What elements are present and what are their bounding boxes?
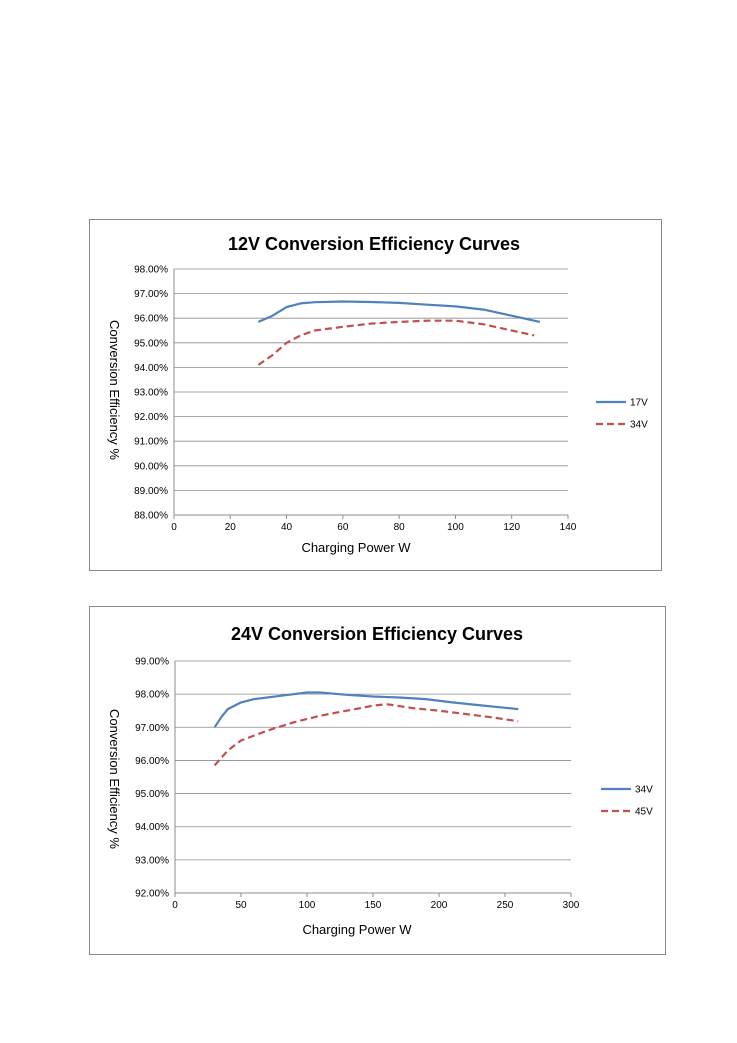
- plot-area: 88.00% 89.00% 90.00% 91.00% 92.00% 93.00% 94.0…: [134, 265, 648, 534]
- y-tick-label: 99.00%: [135, 657, 169, 668]
- y-tick-label: 98.00%: [134, 265, 168, 276]
- y-tick-label: 94.00%: [134, 363, 168, 374]
- y-tick-label: 96.00%: [134, 314, 168, 325]
- x-tick-label: 0: [171, 522, 177, 533]
- x-tick-label: 250: [497, 900, 514, 911]
- y-tick-label: 97.00%: [134, 289, 168, 300]
- x-tick-label: 300: [563, 900, 580, 911]
- x-tick-label: 200: [431, 900, 448, 911]
- plot-area: 92.00% 93.00% 94.00% 95.00% 96.00% 97.00% 98.0…: [135, 657, 653, 912]
- x-tick-label: 100: [299, 900, 316, 911]
- chart-12v-svg: 12V Conversion Efficiency Curves Chargin…: [107, 234, 648, 555]
- y-tick-label: 97.00%: [135, 723, 169, 734]
- y-tick-label: 94.00%: [135, 822, 169, 833]
- chart-24v-svg: 24V Conversion Efficiency Curves Chargin…: [107, 624, 653, 937]
- y-tick-label: 93.00%: [135, 855, 169, 866]
- x-tick-label: 40: [281, 522, 293, 533]
- y-tick-label: 90.00%: [134, 461, 168, 472]
- x-tick-label: 100: [447, 522, 464, 533]
- legend-label: 34V: [630, 420, 648, 431]
- y-axis-label: Conversion Efficiency %: [107, 709, 122, 849]
- series-line-34v: [213, 691, 519, 728]
- y-tick-label: 92.00%: [134, 412, 168, 423]
- y-tick-label: 98.00%: [135, 690, 169, 701]
- y-tick-label: 88.00%: [134, 511, 168, 522]
- legend-label: 17V: [630, 398, 648, 409]
- x-axis-label: Charging Power W: [302, 922, 412, 937]
- x-tick-label: 0: [172, 900, 178, 911]
- x-axis-label: Charging Power W: [301, 540, 411, 555]
- chart-title: 12V Conversion Efficiency Curves: [228, 234, 520, 254]
- y-tick-label: 95.00%: [134, 338, 168, 349]
- y-axis-label: Conversion Efficiency %: [107, 320, 122, 460]
- x-tick-label: 140: [560, 522, 577, 533]
- x-tick-label: 20: [225, 522, 237, 533]
- y-tick-label: 96.00%: [135, 756, 169, 767]
- x-tick-label: 120: [503, 522, 520, 533]
- series-line-34v: [257, 319, 535, 366]
- legend-label: 45V: [635, 807, 653, 818]
- x-tick-label: 150: [365, 900, 382, 911]
- chart-24v-efficiency: 24V Conversion Efficiency Curves Chargin…: [89, 606, 666, 955]
- y-tick-label: 93.00%: [134, 388, 168, 399]
- y-tick-label: 92.00%: [135, 889, 169, 900]
- chart-title: 24V Conversion Efficiency Curves: [231, 624, 523, 644]
- series-line-17v: [257, 300, 541, 323]
- y-tick-label: 95.00%: [135, 789, 169, 800]
- y-tick-label: 91.00%: [134, 437, 168, 448]
- series-line-45v: [213, 703, 519, 767]
- x-tick-label: 60: [337, 522, 349, 533]
- x-tick-label: 80: [394, 522, 406, 533]
- y-tick-label: 89.00%: [134, 486, 168, 497]
- legend-label: 34V: [635, 785, 653, 796]
- x-tick-label: 50: [235, 900, 247, 911]
- chart-12v-efficiency: 12V Conversion Efficiency Curves Chargin…: [89, 219, 662, 571]
